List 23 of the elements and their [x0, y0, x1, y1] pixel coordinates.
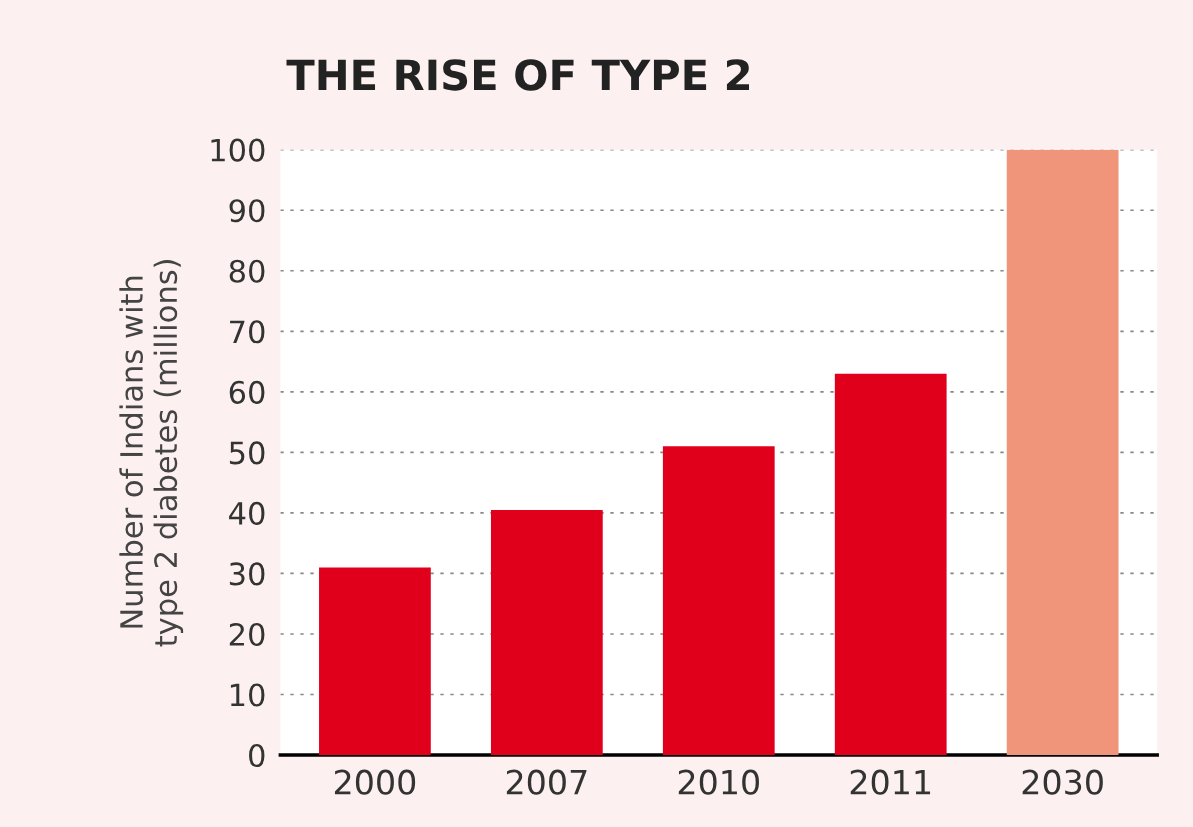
bar [662, 446, 775, 756]
bar [490, 509, 603, 756]
y-tick-label: 10 [230, 683, 265, 707]
chart-title: THE RISE OF TYPE 2 [286, 59, 750, 91]
y-axis-title: Number of Indians with type 2 diabetes (millions) [119, 260, 184, 647]
y-tick-label: 70 [230, 320, 265, 344]
y-tick-label: 40 [229, 501, 265, 525]
bar [1006, 149, 1119, 756]
x-tick-label: 2011 [850, 769, 931, 795]
y-tick-label: 100 [211, 138, 265, 162]
x-tick-label: 2030 [1022, 769, 1103, 795]
y-tick-label: 20 [229, 622, 265, 647]
y-tick-label: 50 [229, 441, 265, 465]
x-tick-label: 2007 [506, 769, 587, 795]
x-tick-label: 2010 [678, 769, 759, 795]
y-tick-label: 80 [229, 259, 265, 283]
y-tick-label: 30 [229, 562, 265, 586]
bar [834, 373, 947, 756]
bar [319, 567, 431, 756]
y-tick-label: 0 [249, 743, 265, 768]
y-tick-label: 90 [229, 199, 265, 223]
x-tick-label: 2000 [334, 769, 416, 795]
y-tick-label: 60 [229, 380, 265, 404]
